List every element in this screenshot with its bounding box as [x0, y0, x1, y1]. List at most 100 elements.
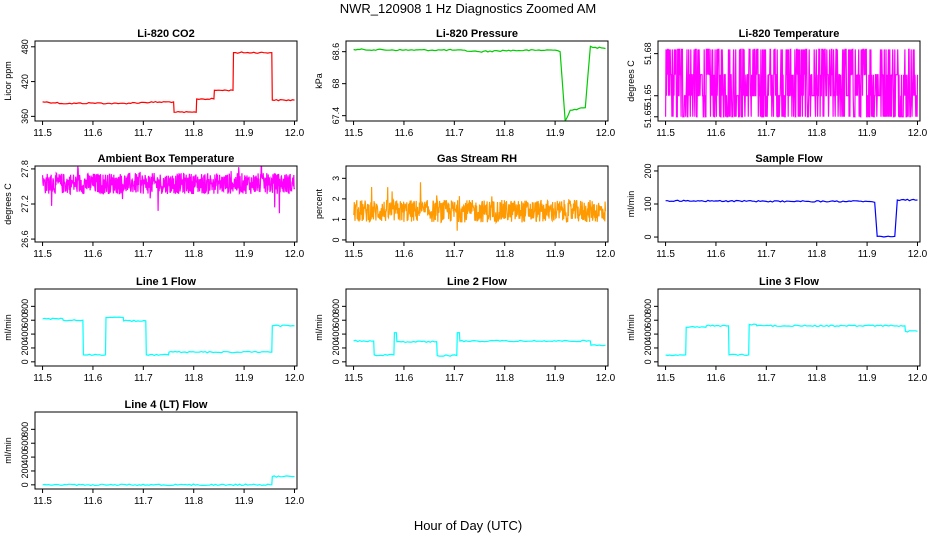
- series-line-line-3-flow: [665, 323, 918, 357]
- plot-frame: [345, 165, 609, 243]
- y-tick-label: 600: [20, 313, 30, 328]
- y-tick-label: 800: [331, 299, 341, 314]
- x-tick-label: 11.5: [33, 373, 52, 384]
- series-line-line-1-flow: [42, 316, 295, 357]
- chart-title: Li-820 Pressure: [436, 28, 518, 40]
- plot-frame: [34, 288, 298, 367]
- x-tick-label: 11.5: [33, 496, 52, 507]
- chart-panel-sample-flow: Sample Flow ml/min 0 100 200 11.5 11.6 11.7 11.8…: [626, 153, 928, 260]
- chart-title: Li-820 CO2: [137, 28, 194, 40]
- y-tick-label: 0: [331, 237, 341, 242]
- chart-title: Line 1 Flow: [136, 276, 196, 288]
- x-tick-label: 11.9: [235, 249, 254, 260]
- x-tick-label: 11.8: [184, 249, 203, 260]
- y-tick-label: 200: [643, 340, 653, 355]
- x-tick-label: 11.9: [235, 373, 254, 384]
- chart-panel-li820-co2: Li-820 CO2 Licor ppm 360 420 480 11.5 11.6 11.7…: [3, 28, 305, 139]
- chart-title: Ambient Box Temperature: [98, 153, 235, 165]
- y-tick-label: 400: [20, 327, 30, 342]
- chart-panel-ambient-box-temperature: Ambient Box Temperature degrees C 26.6 27.2…: [3, 153, 305, 260]
- y-tick-label: 600: [643, 313, 653, 328]
- x-tick-label: 11.5: [656, 128, 675, 139]
- plot-frame: [34, 40, 298, 122]
- y-tick-label: 600: [20, 436, 30, 451]
- y-tick-label: 0: [331, 359, 341, 364]
- x-tick-label: 11.8: [184, 373, 203, 384]
- series-line-line-2-flow: [353, 332, 606, 357]
- x-tick-label: 11.5: [344, 128, 363, 139]
- plot-frame: [345, 288, 609, 367]
- x-tick-label: 12.0: [596, 128, 616, 139]
- x-tick-label: 11.9: [235, 128, 254, 139]
- x-tick-label: 11.7: [757, 373, 776, 384]
- y-axis-label: ml/min: [314, 314, 324, 341]
- series-line-ambient-box-temperature: [42, 166, 296, 214]
- x-tick-label: 11.5: [344, 373, 363, 384]
- chart-title: Line 4 (LT) Flow: [125, 399, 208, 411]
- y-axis-label: ml/min: [626, 314, 636, 341]
- x-tick-label: 11.6: [84, 373, 103, 384]
- y-tick-label: 200: [643, 163, 653, 178]
- x-tick-label: 11.5: [33, 128, 52, 139]
- x-tick-label: 12.0: [285, 249, 305, 260]
- x-tick-label: 11.7: [134, 249, 153, 260]
- y-tick-label: 51.65: [643, 84, 653, 107]
- x-tick-label: 11.7: [757, 128, 776, 139]
- y-tick-label: 27.2: [20, 195, 30, 213]
- y-tick-label: 1: [331, 217, 341, 222]
- x-tick-label: 12.0: [596, 373, 616, 384]
- plot-frame: [345, 40, 609, 122]
- plot-frame: [657, 165, 921, 243]
- x-tick-label: 11.8: [495, 128, 514, 139]
- x-tick-label: 11.8: [184, 128, 203, 139]
- x-tick-label: 11.5: [656, 373, 675, 384]
- x-tick-label: 11.7: [445, 373, 464, 384]
- x-tick-label: 11.7: [134, 128, 153, 139]
- x-tick-label: 11.6: [707, 373, 726, 384]
- y-tick-label: 68.6: [331, 43, 341, 61]
- x-tick-label: 11.9: [235, 496, 254, 507]
- x-tick-label: 11.6: [84, 496, 103, 507]
- y-tick-label: 27.8: [20, 160, 30, 178]
- x-tick-label: 11.7: [134, 373, 153, 384]
- y-tick-label: 800: [20, 422, 30, 437]
- y-tick-label: 51.68: [643, 42, 653, 65]
- x-tick-label: 11.6: [707, 249, 726, 260]
- x-tick-label: 12.0: [908, 373, 928, 384]
- y-tick-label: 0: [20, 482, 30, 487]
- x-tick-label: 11.8: [495, 249, 514, 260]
- series-line-li820-pressure: [353, 45, 606, 121]
- y-tick-label: 360: [20, 109, 30, 124]
- y-tick-label: 800: [20, 299, 30, 314]
- x-tick-label: 11.6: [707, 128, 726, 139]
- y-tick-label: 200: [331, 340, 341, 355]
- y-tick-label: 100: [643, 196, 653, 211]
- series-line-li820-co2: [42, 51, 295, 114]
- figure-title: NWR_120908 1 Hz Diagnostics Zoomed AM: [339, 1, 597, 16]
- y-tick-label: 400: [331, 327, 341, 342]
- y-tick-label: 0: [643, 359, 653, 364]
- y-tick-label: 2: [331, 196, 341, 201]
- y-tick-label: 67.4: [331, 107, 341, 125]
- x-tick-label: 11.8: [184, 496, 203, 507]
- y-axis-label: ml/min: [3, 314, 13, 341]
- y-axis-label: degrees C: [3, 183, 13, 225]
- x-tick-label: 11.6: [395, 128, 414, 139]
- x-tick-label: 11.9: [858, 249, 877, 260]
- x-tick-label: 12.0: [285, 128, 305, 139]
- y-axis-label: ml/min: [3, 437, 13, 464]
- x-tick-label: 11.6: [84, 249, 103, 260]
- x-tick-label: 11.6: [395, 373, 414, 384]
- x-tick-label: 11.7: [757, 249, 776, 260]
- x-tick-label: 11.7: [445, 128, 464, 139]
- y-axis-label: percent: [314, 188, 324, 219]
- x-tick-label: 11.9: [546, 128, 565, 139]
- plot-frame: [34, 411, 298, 490]
- x-tick-label: 12.0: [285, 496, 305, 507]
- x-tick-label: 11.9: [546, 249, 565, 260]
- x-tick-label: 11.8: [807, 128, 826, 139]
